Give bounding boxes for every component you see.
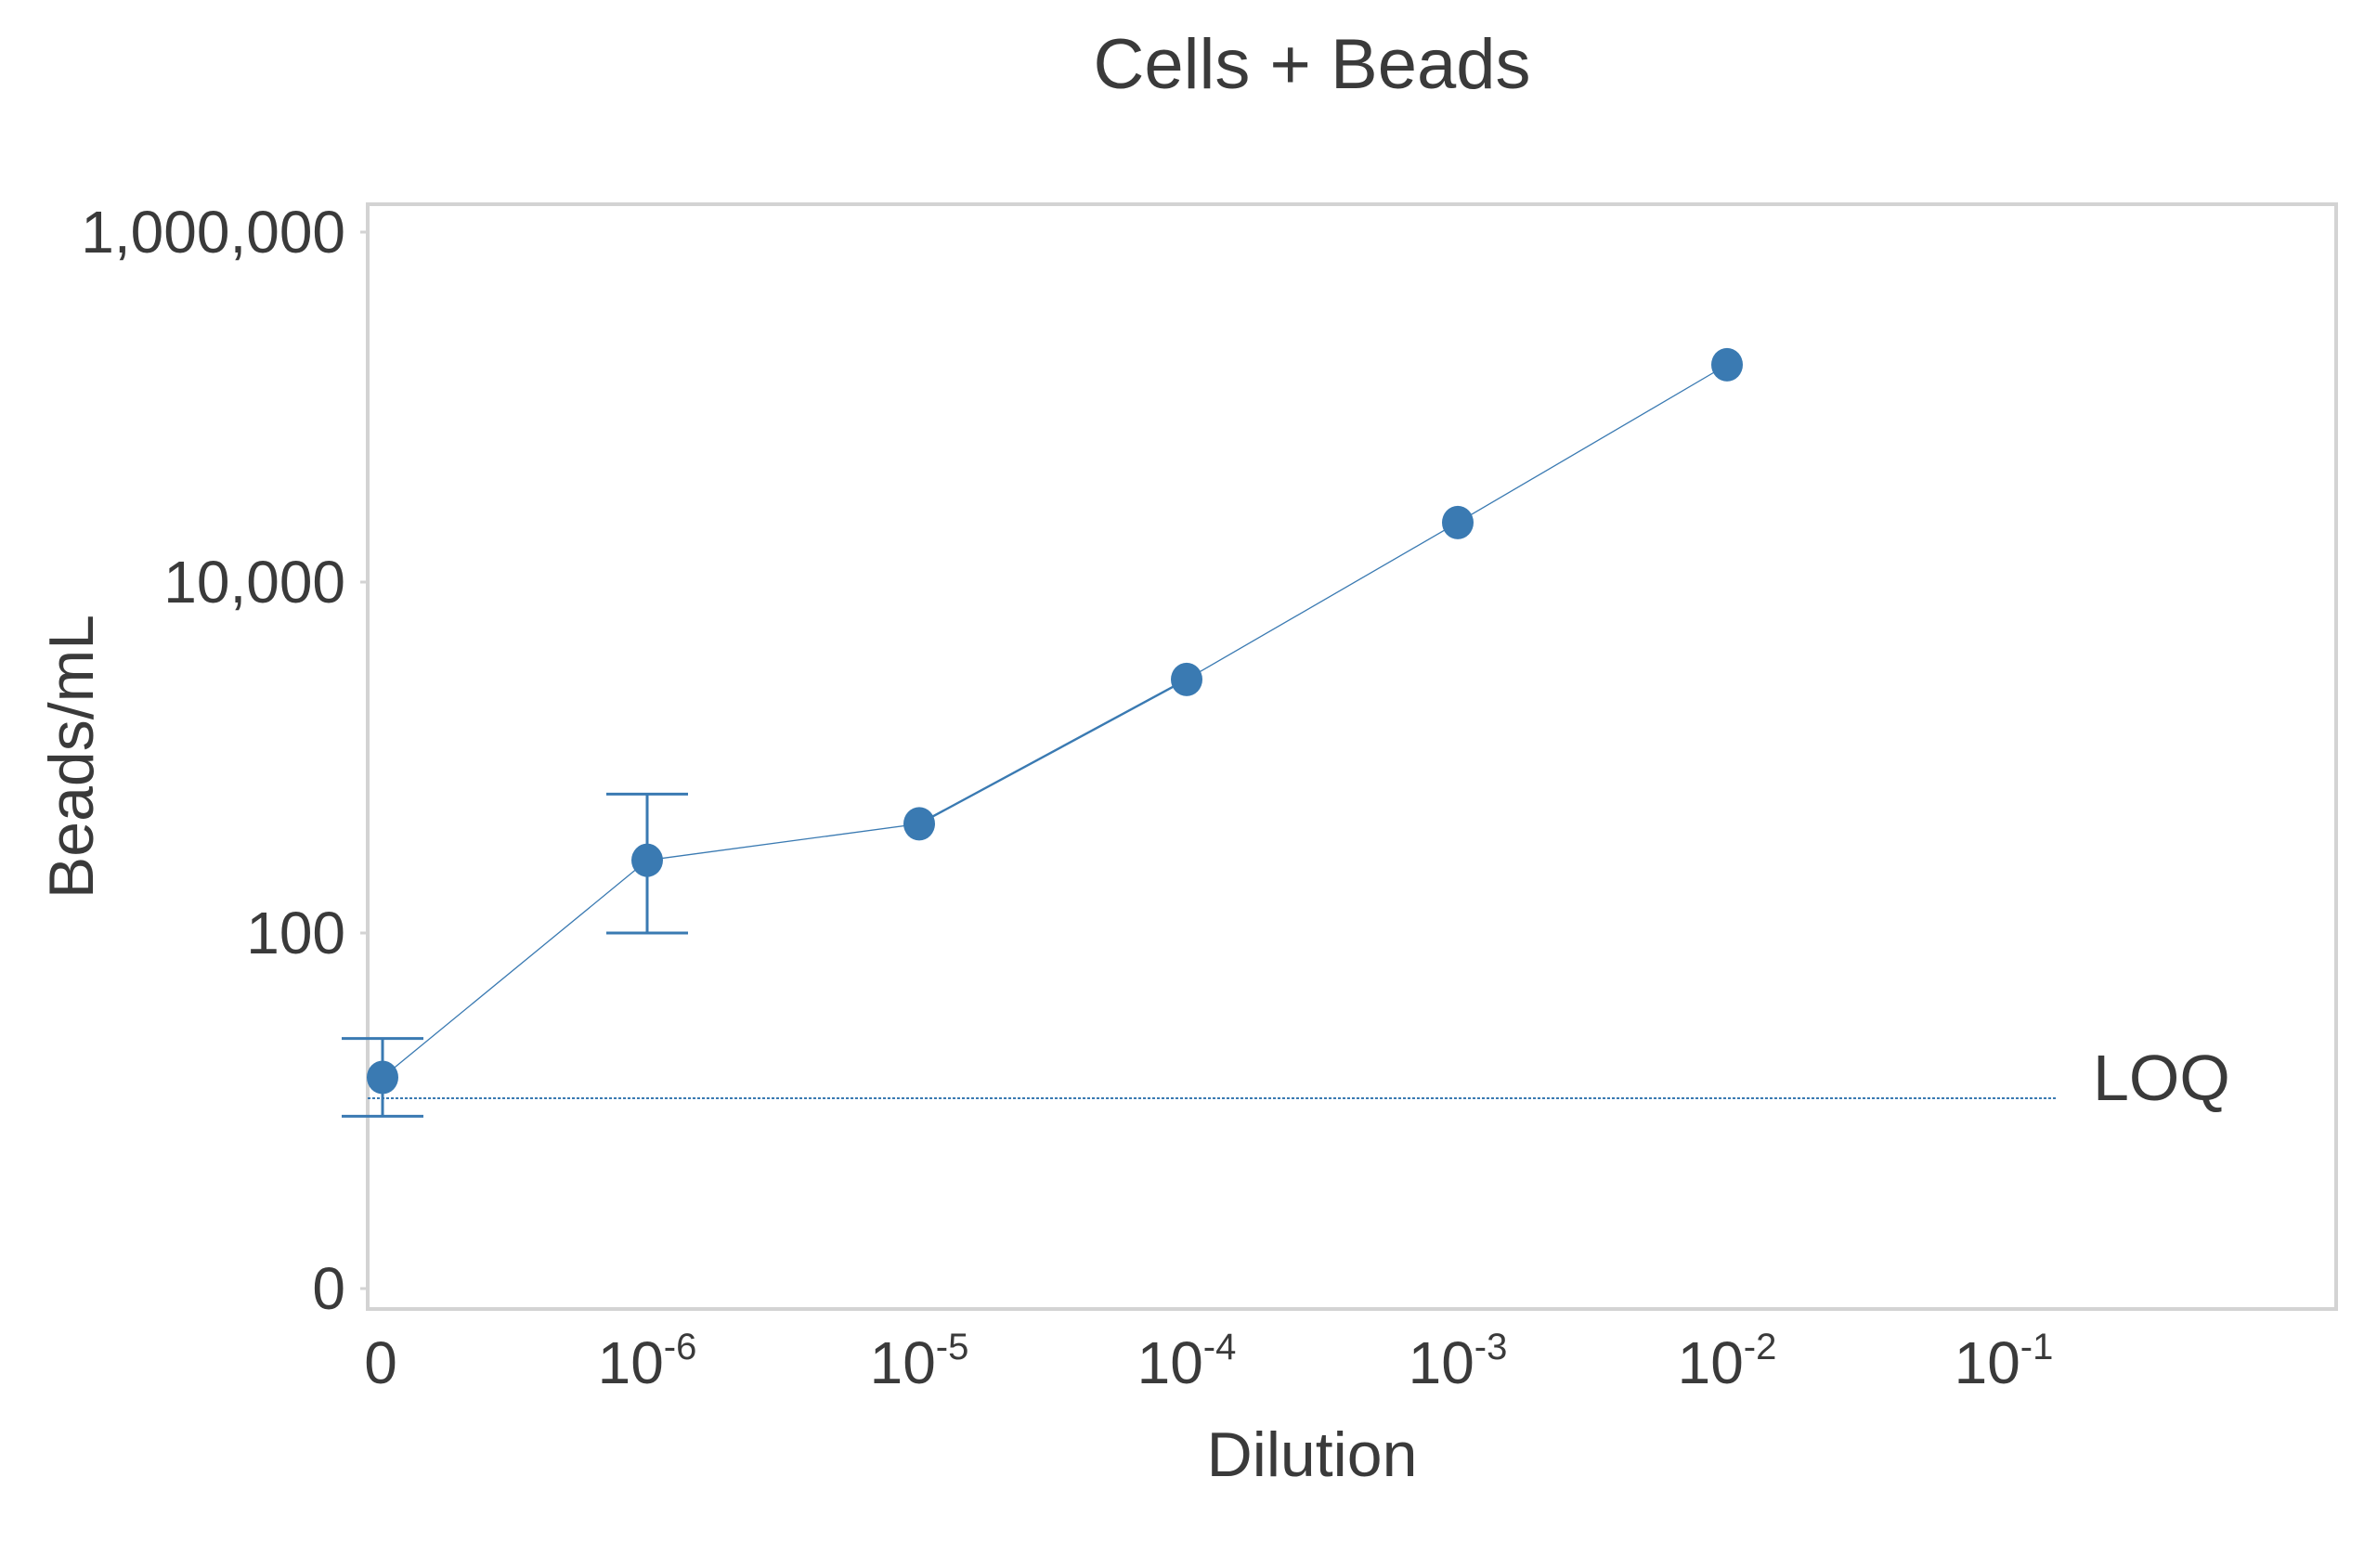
loq-label: LOQ <box>2093 1042 2230 1114</box>
x-tick-label: 10-4 <box>1137 1327 1237 1396</box>
data-point <box>1711 347 1743 382</box>
y-tick-label: 1,000,000 <box>81 199 345 266</box>
plot-area <box>366 202 2338 1311</box>
loq-reference: LOQ <box>368 1042 2230 1114</box>
chart-title: Cells + Beads <box>1093 25 1530 104</box>
series-line-segment <box>646 823 920 862</box>
y-tick-label: 100 <box>246 900 345 966</box>
x-tick-label: 10-6 <box>598 1327 697 1396</box>
y-axis-title: Beads/mL <box>36 615 107 899</box>
series-line-segment <box>918 678 1188 825</box>
data-point <box>903 807 935 841</box>
x-tick-label: 0 <box>364 1329 397 1396</box>
data-point <box>367 1060 398 1095</box>
y-tick-label: 10,000 <box>163 549 345 616</box>
y-axis: 1,000,000 10,000 100 0 <box>81 199 368 1322</box>
x-tick-label: 10-1 <box>1955 1327 2054 1396</box>
series-line-segment <box>382 860 648 1079</box>
data-point <box>1171 662 1202 696</box>
data-point <box>631 843 663 877</box>
data-point <box>1442 505 1474 539</box>
series-line-segment <box>1457 364 1728 524</box>
x-tick-label: 10-2 <box>1678 1327 1777 1396</box>
x-tick-label: 10-3 <box>1409 1327 1508 1396</box>
x-axis-title: Dilution <box>1207 1419 1418 1490</box>
series-line-segment <box>1186 522 1459 680</box>
y-tick-label: 0 <box>312 1255 345 1322</box>
x-tick-label: 10-5 <box>870 1327 969 1396</box>
data-series <box>342 347 1743 1118</box>
x-axis: 0 10-6 10-5 10-4 10-3 10-2 10-1 <box>364 1327 2053 1396</box>
